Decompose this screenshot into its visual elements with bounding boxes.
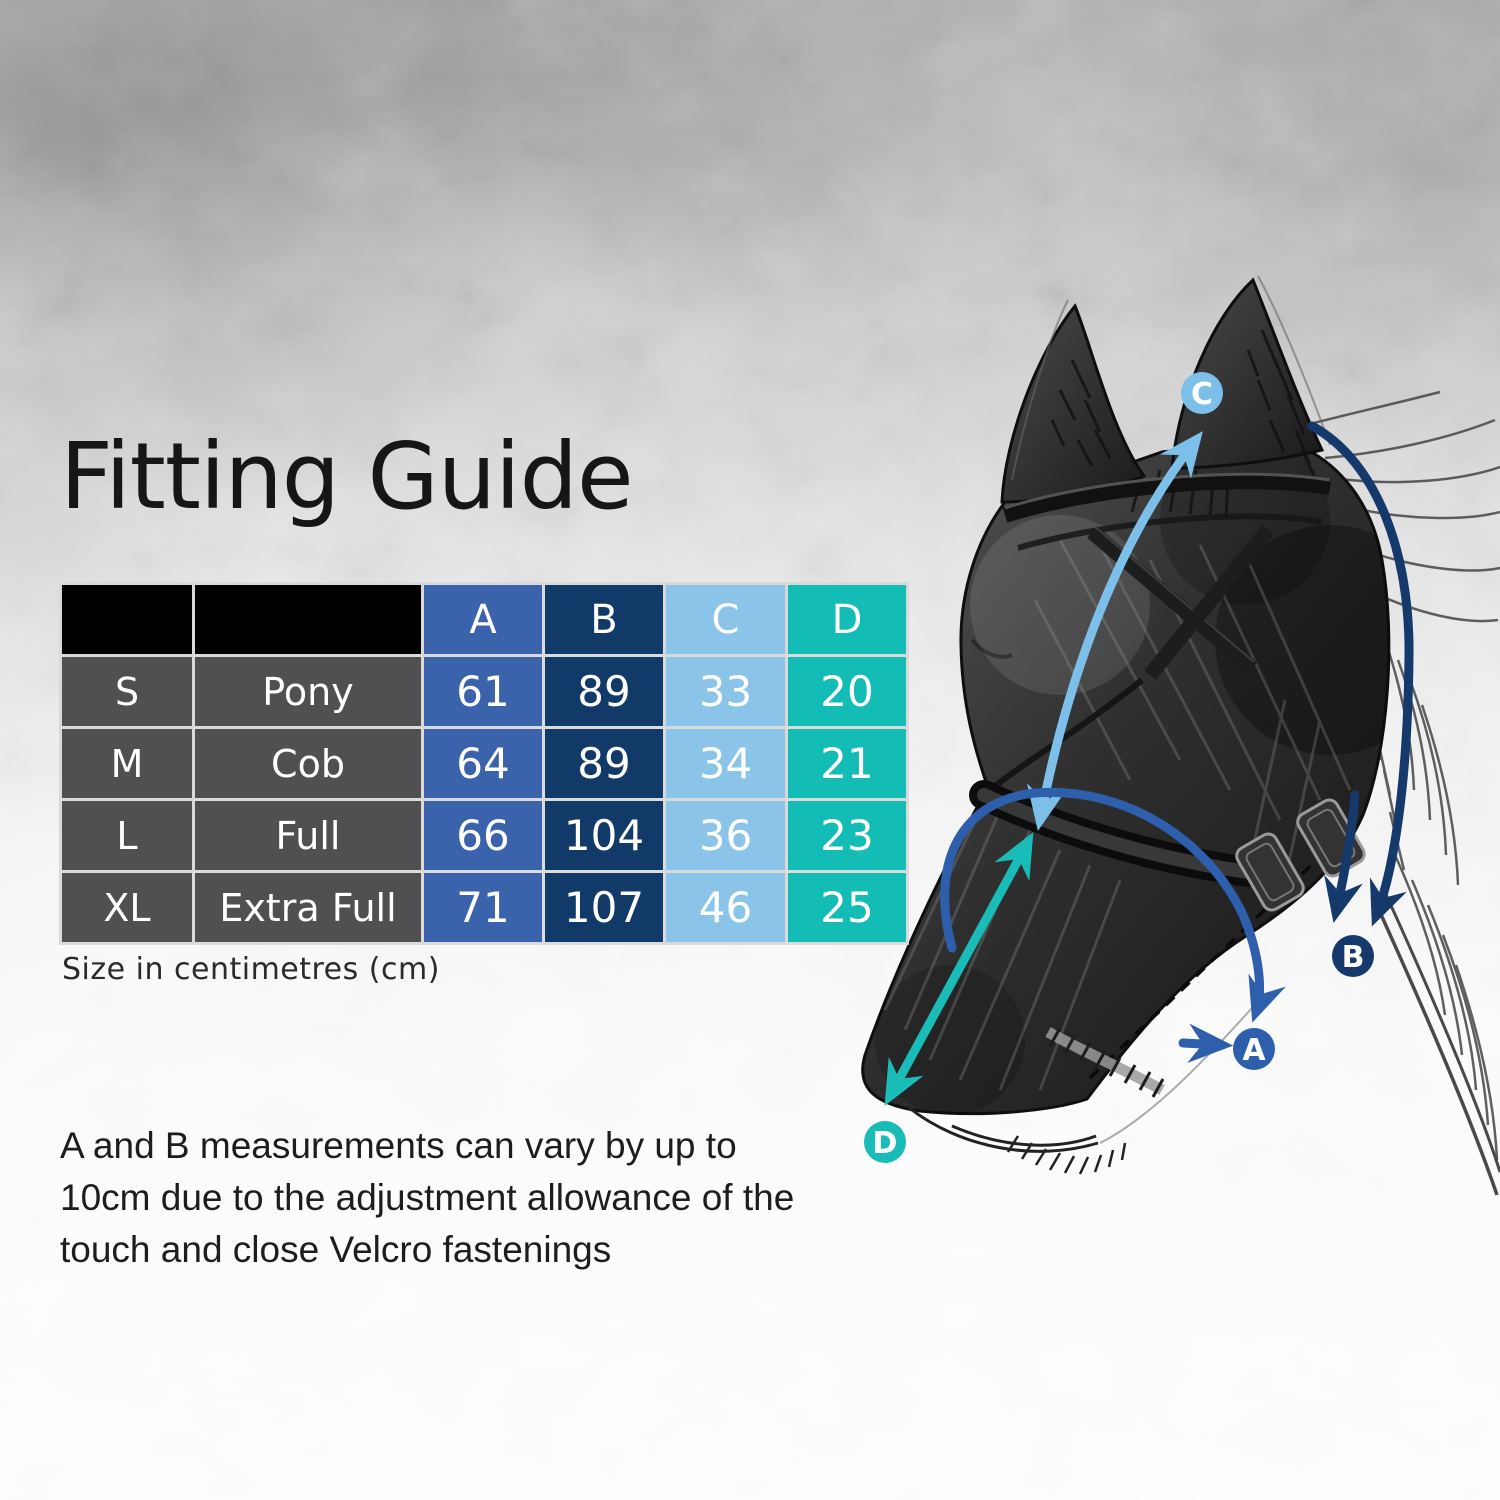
value-cell-b: 107 [545, 873, 663, 942]
measurement-note-line: A and B measurements can vary by up to [60, 1125, 737, 1166]
measurement-arrow-b [1307, 421, 1414, 927]
eye-hint [970, 638, 1013, 659]
column-header-b: B [545, 585, 663, 654]
value-cell-b: 104 [545, 801, 663, 870]
label-c-text: C [1191, 377, 1213, 412]
column-header-c: C [666, 585, 785, 654]
label-a-text: A [1242, 1033, 1266, 1068]
right-ear [1170, 277, 1325, 470]
value-cell-a: 64 [424, 729, 542, 798]
measurement-arrow-c [1026, 431, 1203, 832]
fit-name-cell: Full [195, 801, 421, 870]
size-cell: M [62, 729, 192, 798]
value-cell-b: 89 [545, 729, 663, 798]
value-cell-d: 21 [788, 729, 906, 798]
label-b-text: B [1342, 940, 1365, 975]
value-cell-a: 61 [424, 657, 542, 726]
size-cell: S [62, 657, 192, 726]
measurement-arrows [884, 421, 1414, 1106]
table-corner-cell [195, 585, 421, 654]
measurement-note-line: 10cm due to the adjustment allowance of … [60, 1177, 795, 1218]
measurement-labels: C A B D [864, 372, 1374, 1163]
value-cell-a: 66 [424, 801, 542, 870]
page-title: Fitting Guide [60, 423, 634, 530]
muzzle-sketch [907, 1007, 1253, 1175]
measurement-note: A and B measurements can vary by up to 1… [60, 1120, 794, 1276]
column-header-d: D [788, 585, 906, 654]
size-cell: L [62, 801, 192, 870]
fit-name-cell: Pony [195, 657, 421, 726]
fit-name-cell: Extra Full [195, 873, 421, 942]
value-cell-b: 89 [545, 657, 663, 726]
label-b-badge [1332, 935, 1374, 977]
value-cell-c: 33 [666, 657, 785, 726]
size-units-note: Size in centimetres (cm) [62, 952, 440, 987]
column-header-a: A [424, 585, 542, 654]
measurement-arrow-b-jaw [1324, 790, 1363, 923]
size-cell: XL [62, 873, 192, 942]
value-cell-c: 46 [666, 873, 785, 942]
value-cell-d: 25 [788, 873, 906, 942]
table-corner-cell [62, 585, 192, 654]
label-c-badge [1181, 372, 1223, 414]
label-d-text: D [873, 1126, 898, 1161]
fit-name-cell: Cob [195, 729, 421, 798]
measurement-arrow-a-pointer [1178, 1023, 1234, 1064]
muzzle-binding [1045, 1027, 1165, 1098]
measurement-note-line: touch and close Velcro fastenings [60, 1229, 612, 1270]
value-cell-d: 20 [788, 657, 906, 726]
value-cell-a: 71 [424, 873, 542, 942]
value-cell-c: 36 [666, 801, 785, 870]
label-a-badge [1233, 1028, 1275, 1070]
measurement-arrow-d [884, 832, 1034, 1106]
label-d-badge [864, 1121, 906, 1163]
ear-pencil-outline [1011, 275, 1331, 481]
value-cell-c: 34 [666, 729, 785, 798]
value-cell-d: 23 [788, 801, 906, 870]
size-table: A B C D S Pony 61 89 33 20 M Cob 64 89 3… [59, 582, 909, 945]
velcro-tab [1235, 832, 1305, 912]
